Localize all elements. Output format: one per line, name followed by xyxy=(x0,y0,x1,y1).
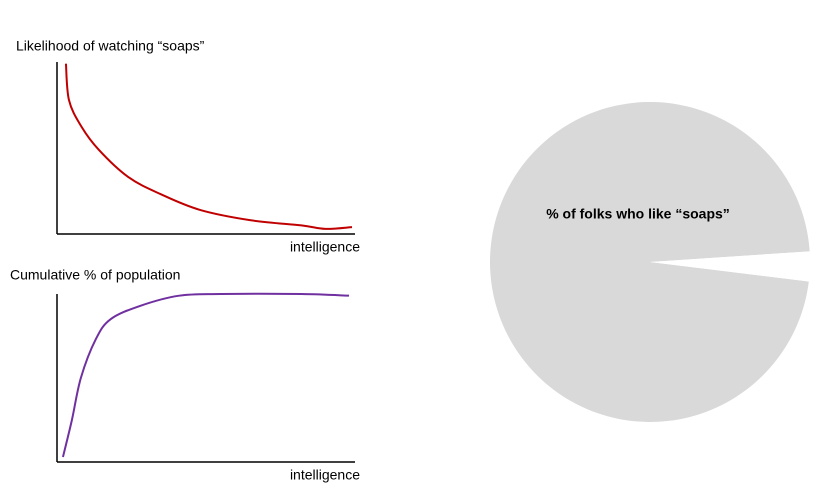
y-axis-label: Likelihood of watching “soaps” xyxy=(16,38,205,54)
x-axis-label: intelligence xyxy=(290,239,360,255)
pie-slice xyxy=(490,101,810,422)
data-line xyxy=(64,63,353,230)
data-line xyxy=(61,292,350,458)
x-axis-label: intelligence xyxy=(290,467,360,483)
y-axis-label: Cumulative % of population xyxy=(10,267,180,283)
pie-slice xyxy=(650,251,811,282)
pie-label: % of folks who like “soaps” xyxy=(546,206,730,222)
